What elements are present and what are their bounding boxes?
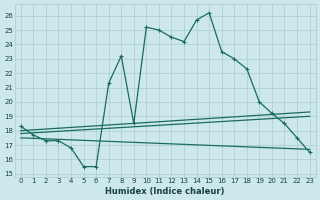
- X-axis label: Humidex (Indice chaleur): Humidex (Indice chaleur): [106, 187, 225, 196]
